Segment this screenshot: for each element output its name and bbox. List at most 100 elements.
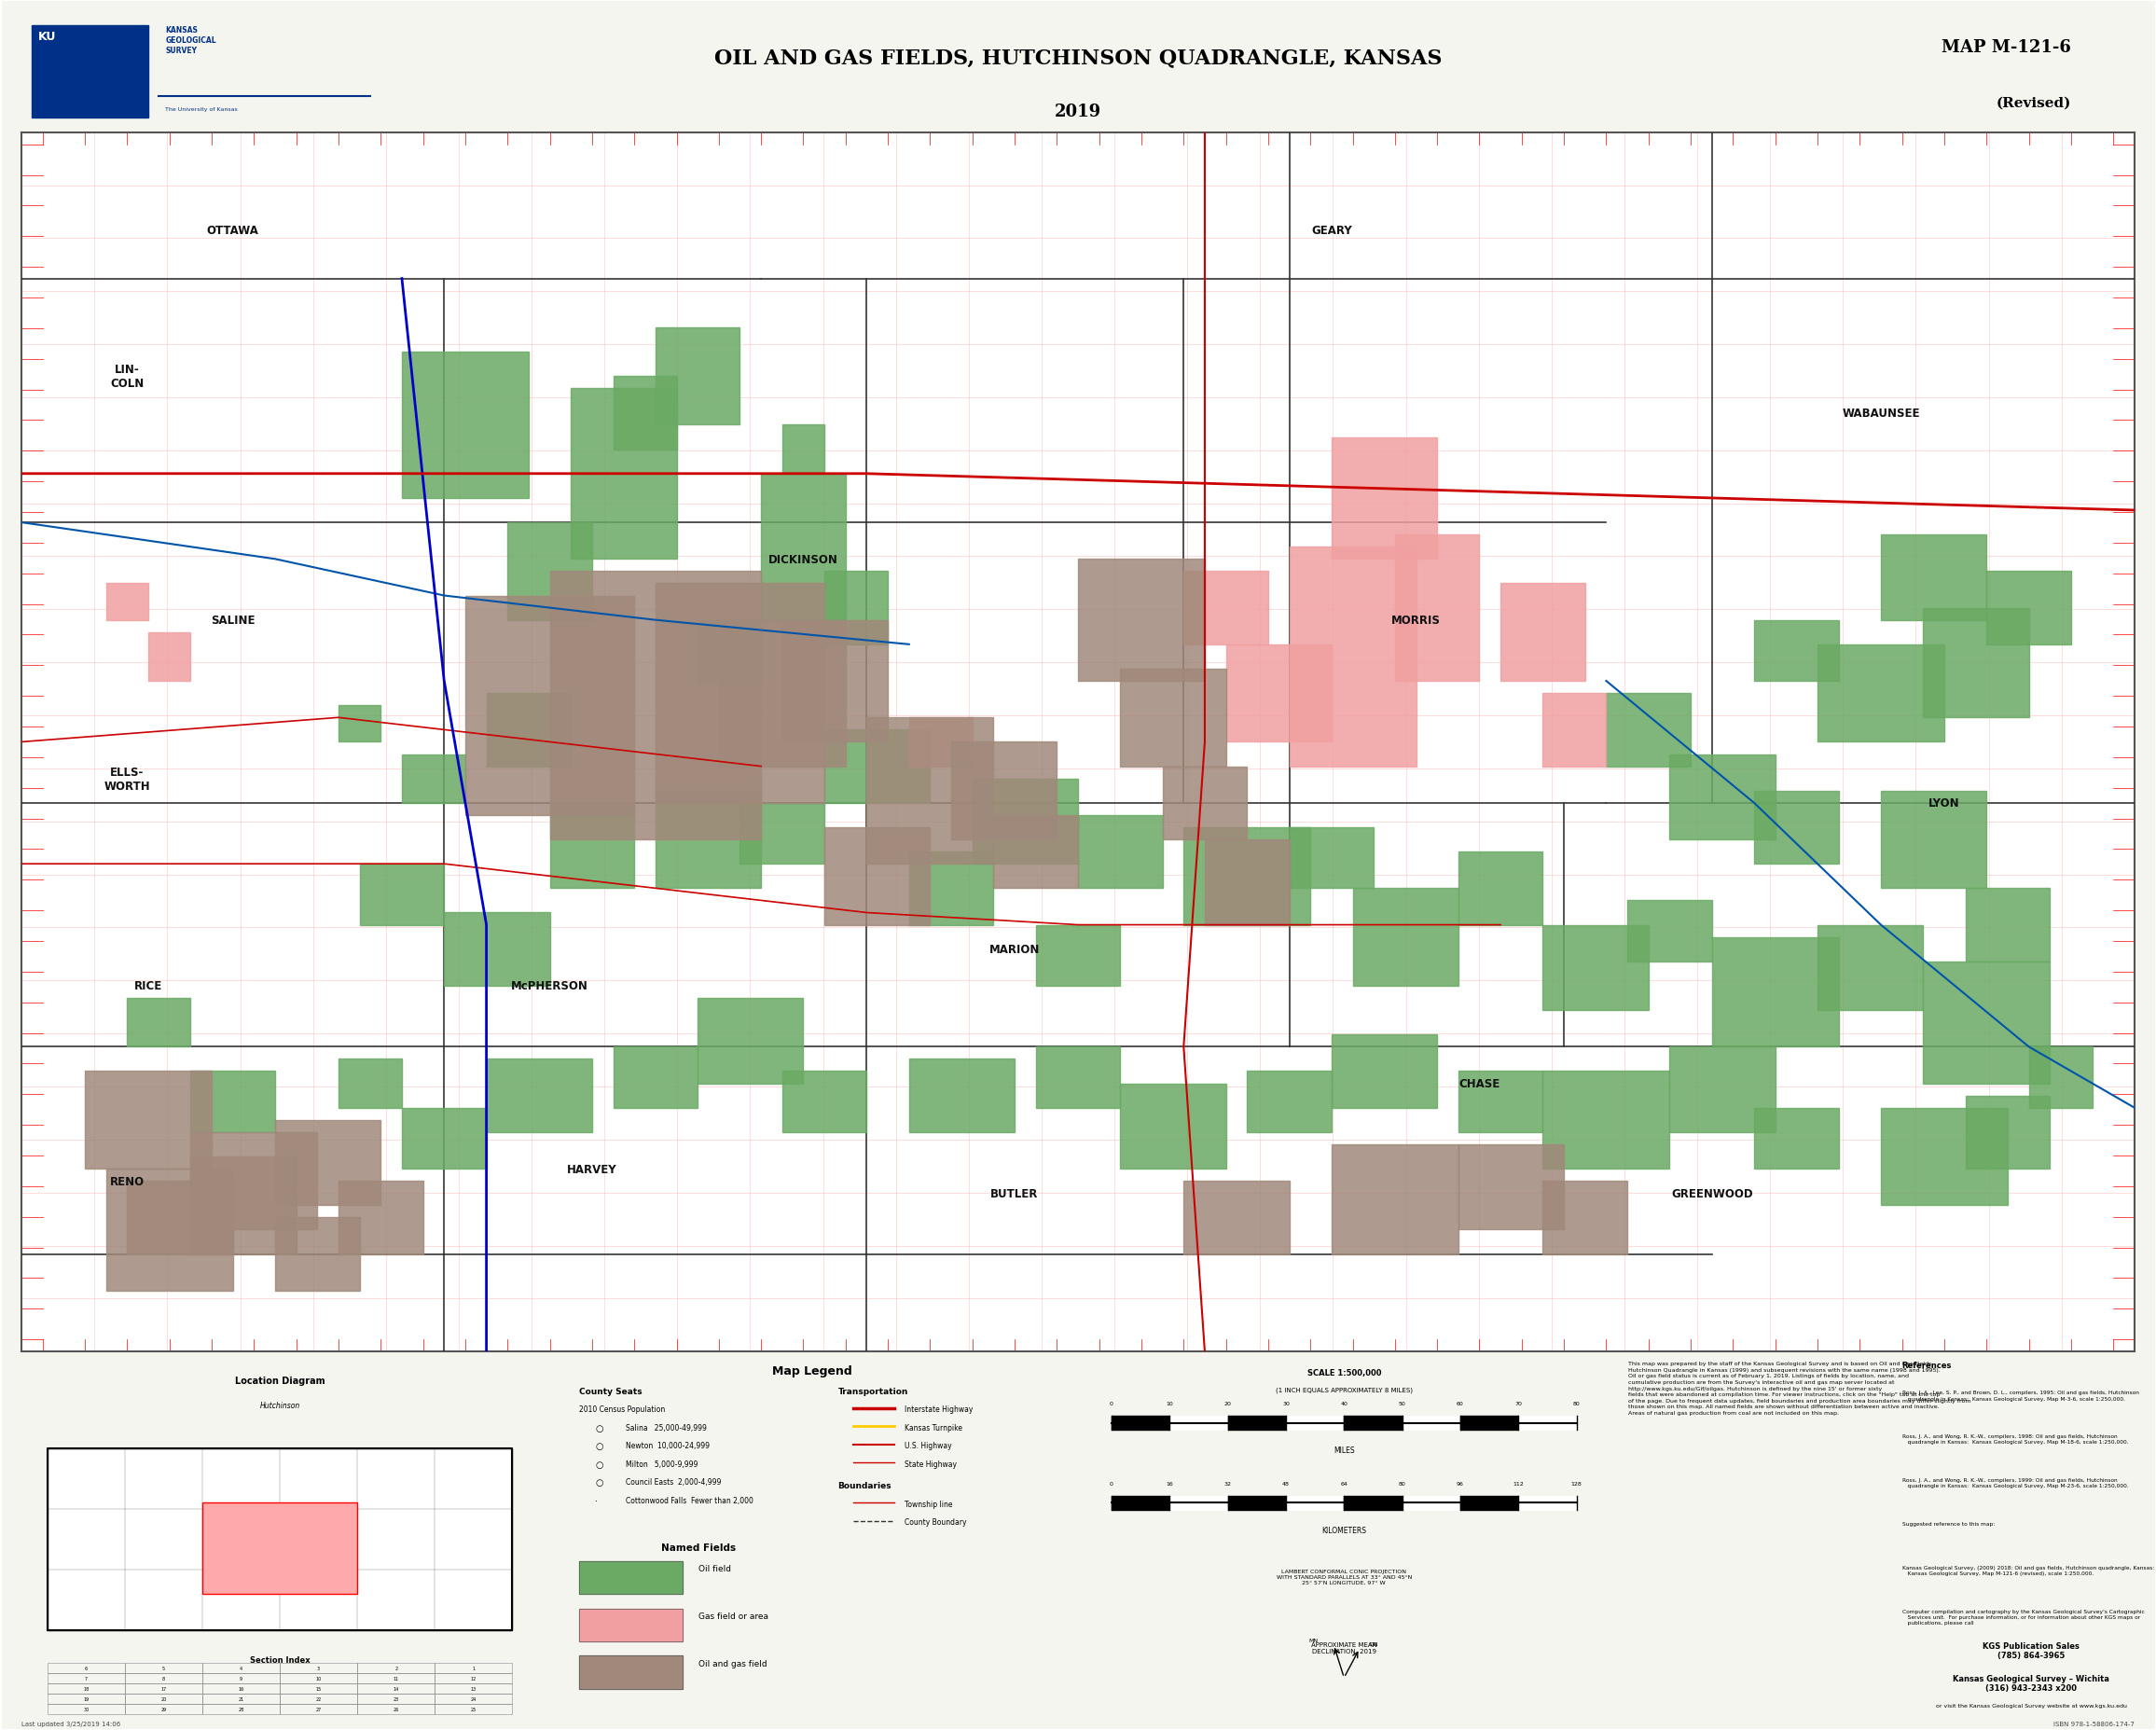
Text: 64: 64 [1341,1481,1348,1486]
Bar [106,585,149,621]
Bar [1205,839,1289,926]
Bar [1628,901,1712,962]
Bar [1171,1496,1227,1510]
Bar [783,426,824,474]
Text: 16: 16 [1166,1481,1173,1486]
Text: MARION: MARION [990,943,1039,955]
Text: KILOMETERS: KILOMETERS [1322,1526,1367,1535]
Text: 28: 28 [237,1708,244,1711]
Text: ○: ○ [595,1477,604,1486]
Bar [1352,889,1457,986]
Bar [1289,827,1373,889]
Text: Interstate Highway: Interstate Highway [906,1405,972,1413]
Text: 26: 26 [392,1708,399,1711]
Bar [761,474,845,621]
Text: Hutchinson: Hutchinson [259,1401,300,1410]
Bar [203,1663,280,1673]
Bar [580,1609,683,1642]
Text: LIN-
COLN: LIN- COLN [110,363,144,389]
Text: 11: 11 [392,1676,399,1682]
Text: BUTLER: BUTLER [990,1187,1039,1199]
Bar [612,377,677,450]
Bar [276,1218,360,1291]
Bar [1112,1496,1171,1510]
Text: Newton  10,000-24,999: Newton 10,000-24,999 [625,1441,709,1450]
Text: 14: 14 [392,1687,399,1690]
Bar [550,803,634,889]
Bar [1880,535,1986,621]
Bar [1966,1095,2050,1169]
Bar [203,1673,280,1683]
Bar [1162,766,1246,839]
Bar [1923,962,2050,1083]
Text: OTTAWA: OTTAWA [207,225,259,237]
Bar [125,1683,203,1694]
Bar [203,1694,280,1704]
Bar [487,694,571,766]
Text: 22: 22 [315,1697,321,1701]
Bar [1923,609,2029,718]
Bar [358,1694,436,1704]
Text: 23: 23 [392,1697,399,1701]
Bar [127,1182,233,1254]
Bar [1401,1415,1460,1431]
Bar [994,815,1078,889]
Bar [280,1663,358,1673]
Text: 19: 19 [84,1697,88,1701]
Bar [436,1683,513,1694]
Text: 2010 Census Population: 2010 Census Population [580,1405,666,1413]
Bar [47,1694,125,1704]
Bar [127,998,190,1047]
Bar [1035,1047,1121,1107]
Bar [612,1047,699,1107]
Bar [1332,1145,1457,1254]
Text: RICE: RICE [134,981,162,993]
Text: Transportation: Transportation [839,1386,908,1394]
Text: MN: MN [1309,1638,1317,1642]
Text: MILES: MILES [1335,1446,1354,1453]
Bar [1457,853,1544,926]
Bar [1755,791,1839,865]
Bar [1818,645,1945,742]
Text: 112: 112 [1514,1481,1524,1486]
Bar [1332,1035,1438,1107]
Text: 40: 40 [1341,1401,1348,1406]
Text: Last updated 3/25/2019 14:06: Last updated 3/25/2019 14:06 [22,1721,121,1727]
Bar [125,1663,203,1673]
Text: 30: 30 [1283,1401,1289,1406]
Text: (Revised): (Revised) [1996,97,2072,109]
Bar [1227,1415,1285,1431]
Text: 15: 15 [315,1687,321,1690]
Bar [203,1704,280,1714]
Text: GN: GN [1369,1642,1380,1645]
Text: 30: 30 [84,1708,88,1711]
Text: WABAUNSEE: WABAUNSEE [1841,407,1919,419]
Text: 96: 96 [1457,1481,1464,1486]
Bar [1460,1496,1518,1510]
Text: 9: 9 [239,1676,241,1682]
Bar [149,633,190,682]
Text: 27: 27 [315,1708,321,1711]
Bar [1289,547,1416,766]
Bar [1460,1415,1518,1431]
Text: Milton   5,000-9,999: Milton 5,000-9,999 [625,1460,699,1467]
Text: 7: 7 [84,1676,88,1682]
Text: KGS Publication Sales
(785) 864-3965: KGS Publication Sales (785) 864-3965 [1984,1642,2081,1659]
Text: APPROXIMATE MEAN
DECLINATION, 2019: APPROXIMATE MEAN DECLINATION, 2019 [1311,1642,1378,1654]
Text: 0: 0 [1110,1401,1112,1406]
Bar [280,1704,358,1714]
Bar [466,597,634,815]
Bar [580,1656,683,1688]
Bar [1712,938,1839,1047]
Text: Suggested reference to this map:: Suggested reference to this map: [1902,1521,1994,1526]
Bar [972,778,1078,865]
Bar [1171,1415,1227,1431]
Bar [358,1704,436,1714]
Bar [655,585,824,803]
Text: MAP M-121-6: MAP M-121-6 [1943,40,2072,55]
Text: MORRIS: MORRIS [1391,614,1440,626]
Bar [1880,1107,2007,1206]
Bar [824,827,929,926]
Bar [401,1107,487,1169]
Text: McPHERSON: McPHERSON [511,981,589,993]
